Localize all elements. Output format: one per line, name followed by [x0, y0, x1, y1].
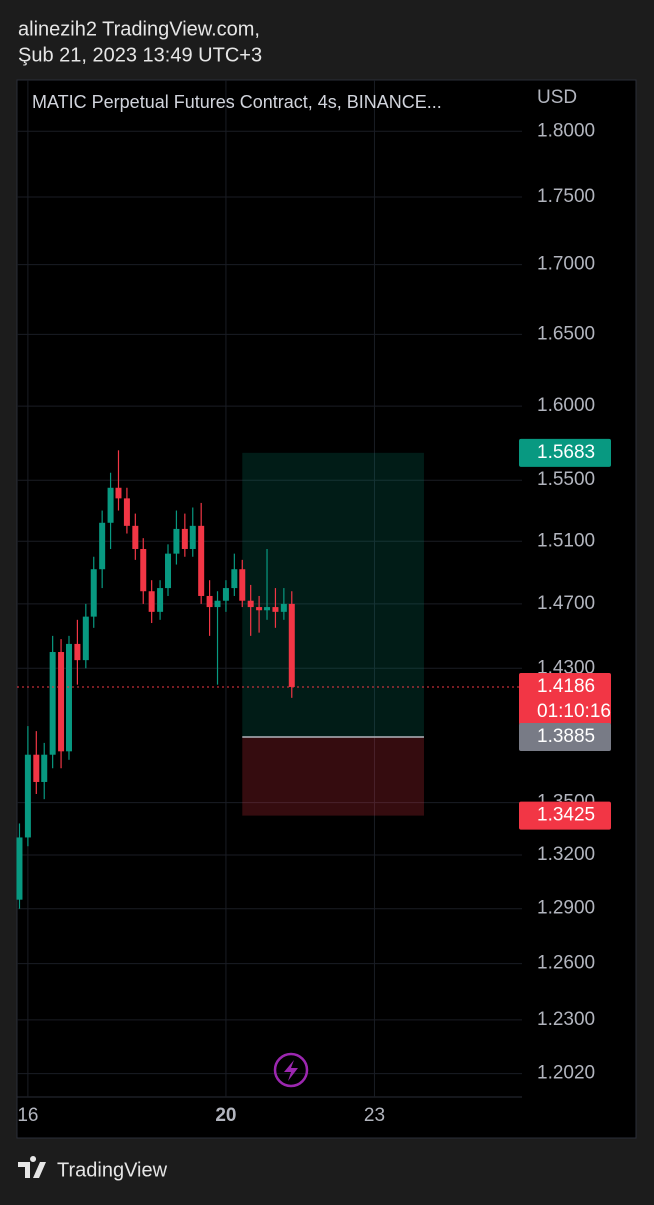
candle-body: [49, 652, 56, 755]
plot: [16, 80, 522, 1097]
candle-body: [231, 569, 238, 589]
candle-body: [33, 754, 40, 782]
y-tick-label: 1.4700: [537, 593, 595, 614]
candle-body: [58, 652, 65, 752]
candle-body: [99, 522, 106, 570]
countdown: 01:10:16: [537, 701, 611, 722]
candle-body: [272, 607, 279, 612]
candle-body: [256, 607, 263, 611]
y-tick-label: 1.2600: [537, 953, 595, 974]
y-tick-label: 1.2300: [537, 1009, 595, 1030]
y-tick-label: 1.8000: [537, 120, 595, 141]
y-tick-label: 1.7000: [537, 254, 595, 275]
y-tick-label: 1.6000: [537, 395, 595, 416]
x-tick-label: 16: [17, 1105, 38, 1126]
candle-body: [214, 600, 221, 608]
chart-title: MATIC Perpetual Futures Contract, 4s, BI…: [32, 92, 442, 112]
candle-body: [189, 525, 196, 549]
chart-panel: [16, 79, 637, 1139]
profit-zone: [242, 452, 424, 737]
candle-body: [140, 548, 147, 592]
candle-body: [41, 754, 48, 782]
y-tick-label: 1.5100: [537, 530, 595, 551]
entry-tag: [519, 722, 611, 751]
candle-body: [148, 591, 155, 612]
candle-body: [82, 616, 89, 661]
candle-body: [239, 569, 246, 601]
x-tick-label: 23: [364, 1105, 385, 1126]
loss-zone: [242, 736, 424, 816]
candle-body: [115, 487, 122, 499]
candle-body: [247, 600, 254, 608]
candle-body: [198, 525, 205, 596]
entry-label: 1.3885: [537, 726, 595, 747]
y-tick-label: 1.5500: [537, 469, 595, 490]
footer-brand: TradingView: [57, 1159, 168, 1181]
target-tag: [519, 438, 611, 467]
target-label: 1.5683: [537, 442, 595, 463]
candle-body: [107, 487, 114, 523]
candle-body: [165, 553, 172, 589]
header-timestamp: Şub 21, 2023 13:49 UTC+3: [18, 44, 262, 66]
y-tick-label: 1.2020: [537, 1063, 595, 1084]
y-tick-label: 1.2900: [537, 898, 595, 919]
candle-body: [24, 754, 31, 838]
tradingview-logo: [18, 1156, 46, 1178]
y-axis-unit: USD: [537, 87, 577, 108]
header-user: alinezih2 TradingView.com,: [18, 18, 260, 40]
current-price-label: 1.4186: [537, 676, 595, 697]
candle-body: [280, 603, 287, 612]
candle-body: [74, 643, 81, 661]
candle-body: [222, 588, 229, 601]
candle-body: [16, 837, 23, 900]
candle-body: [288, 603, 295, 687]
candle-body: [173, 528, 180, 554]
candle-body: [181, 528, 188, 549]
candle-body: [264, 607, 271, 611]
candle-body: [65, 643, 72, 752]
candle-body: [206, 595, 213, 608]
stop-label: 1.3425: [537, 805, 595, 826]
candle-body: [132, 525, 139, 549]
y-tick-label: 1.6500: [537, 323, 595, 344]
candle-body: [90, 569, 97, 617]
candle-body: [123, 498, 130, 526]
stop-tag: [519, 801, 611, 830]
lightning-icon[interactable]: [273, 1052, 309, 1088]
y-tick-label: 1.3200: [537, 844, 595, 865]
y-tick-label: 1.7500: [537, 186, 595, 207]
current-price-tag: [519, 672, 611, 725]
candle-body: [157, 588, 164, 612]
x-tick-label: 20: [215, 1105, 236, 1126]
